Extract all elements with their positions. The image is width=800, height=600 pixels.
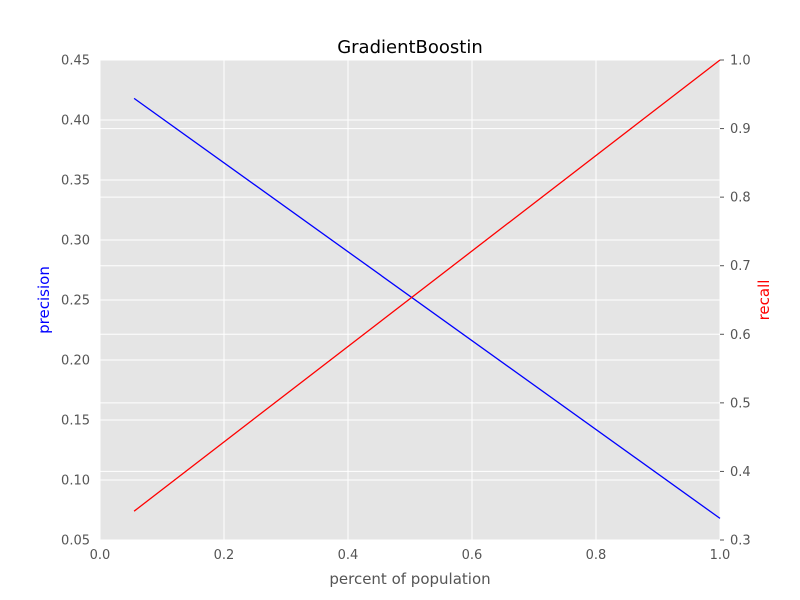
ticks: 0.0 0.2 0.4 0.6 0.8 1.0 0.05 0.10 0.15 0.20 0.25 0.… (61, 54, 751, 564)
y-right-tick-label: 0.4 (730, 465, 751, 480)
x-tick-label: 0.2 (214, 548, 235, 563)
y-left-tick-label: 0.15 (61, 414, 90, 429)
precision-line (133, 97, 721, 519)
y-left-tick-label: 0.40 (61, 114, 90, 129)
recall-line (133, 59, 721, 512)
x-tick-label: 0.6 (462, 548, 483, 563)
x-axis-label: percent of population (329, 570, 490, 588)
y-right-axis-label: recall (755, 280, 773, 321)
y-right-tick-label: 1.0 (730, 54, 751, 69)
y-right-tick-label: 0.5 (730, 396, 751, 411)
y-left-tick-label: 0.45 (61, 54, 90, 69)
y-left-tick-label: 0.05 (61, 534, 90, 549)
y-right-tick-label: 0.6 (730, 328, 751, 343)
y-right-tick-label: 0.9 (730, 122, 751, 137)
grid (99, 59, 721, 541)
x-tick-label: 0.4 (338, 548, 359, 563)
y-right-tick-label: 0.8 (730, 191, 751, 206)
y-right-tick-label: 0.7 (730, 259, 751, 274)
chart-title: GradientBoostin (337, 37, 483, 58)
y-left-tick-label: 0.35 (61, 174, 90, 189)
y-left-tick-label: 0.30 (61, 234, 90, 249)
x-tick-label: 0.0 (90, 548, 111, 563)
y-left-tick-label: 0.20 (61, 354, 90, 369)
y-right-tick-label: 0.3 (730, 534, 751, 549)
y-left-tick-label: 0.10 (61, 474, 90, 489)
x-tick-label: 0.8 (586, 548, 607, 563)
y-left-tick-label: 0.25 (61, 294, 90, 309)
x-tick-label: 1.0 (710, 548, 731, 563)
series-layer (133, 59, 721, 519)
y-left-axis-label: precision (35, 266, 53, 334)
